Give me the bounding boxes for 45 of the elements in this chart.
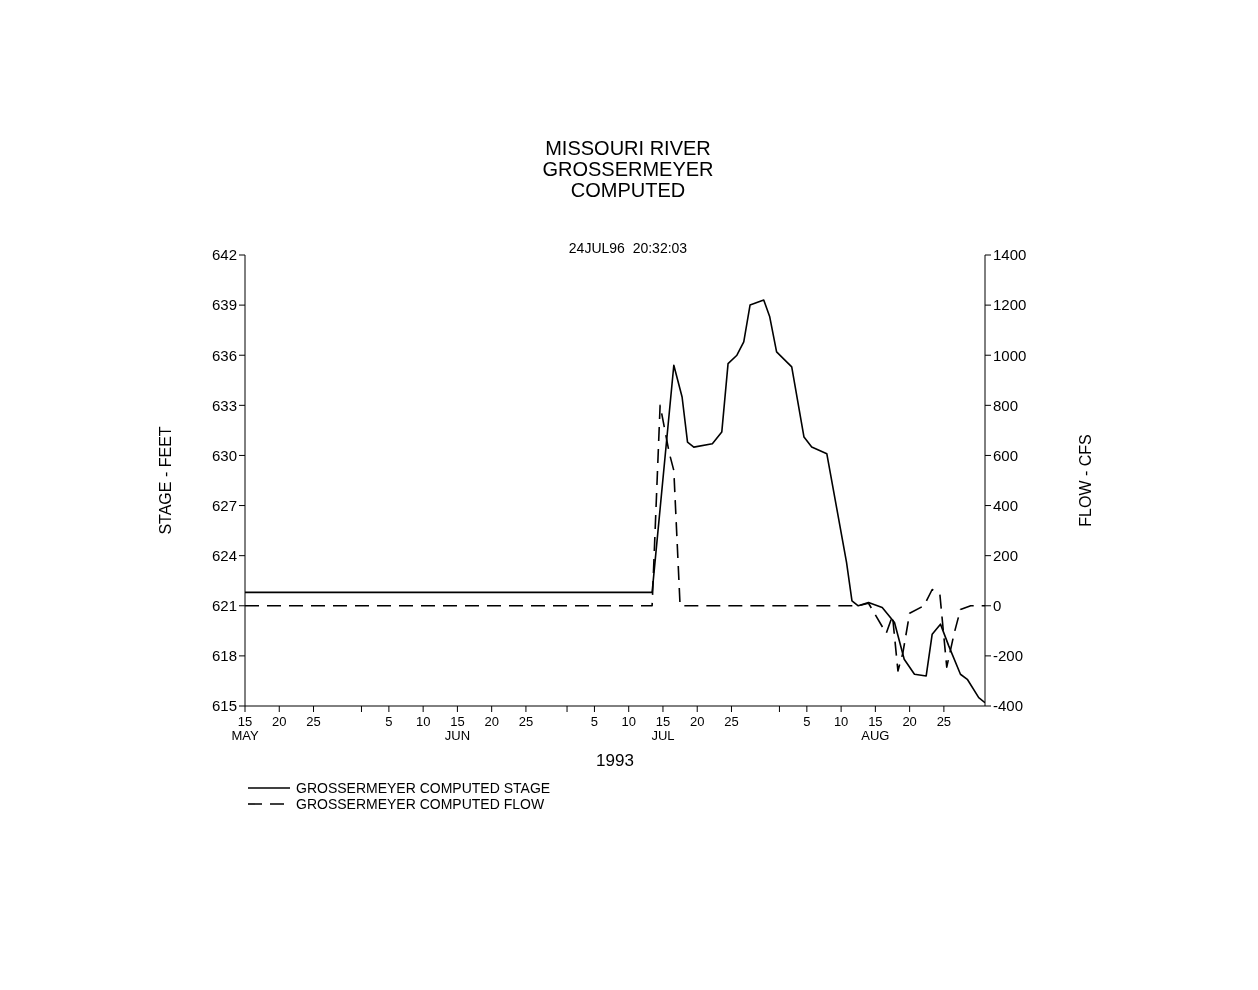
y2-tick-label: 800: [993, 396, 1019, 414]
x-tick-label: 15 JUL: [651, 714, 675, 743]
y2-tick-label: -200: [993, 647, 1024, 665]
x-tick-label: 15 JUN: [444, 714, 471, 743]
chart-subtitle: 24JUL96 20:32:03: [568, 240, 688, 256]
y-tick-label: 624: [211, 546, 237, 564]
y2-tick-label: 1400: [993, 246, 1027, 264]
y-tick-label: 627: [211, 496, 237, 514]
x-tick-label: 20: [484, 714, 499, 729]
y-tick-label: 618: [211, 647, 237, 665]
y-axis-title: STAGE - FEET: [156, 426, 174, 535]
x-tick-label: 10: [621, 714, 636, 729]
x-tick-label: 10: [833, 714, 849, 729]
x-tick-label: 20: [689, 714, 705, 729]
x-tick-label: 20: [902, 714, 917, 729]
x-tick-label: 15 MAY: [231, 714, 259, 743]
y-tick-label: 639: [211, 296, 237, 314]
y2-tick-label: 1000: [993, 346, 1027, 364]
x-tick-label: 15 AUG: [861, 714, 890, 743]
y2-tick-label: 0: [993, 597, 1002, 615]
x-tick-label: 5: [803, 714, 811, 729]
x-tick-label: 25: [518, 714, 534, 729]
y-tick-label: 615: [211, 697, 237, 715]
y2-tick-label: 400: [993, 496, 1019, 514]
legend-label: GROSSERMEYER COMPUTED FLOW: [296, 796, 545, 812]
y-tick-label: 636: [211, 346, 237, 364]
y-tick-label: 621: [211, 597, 237, 615]
x-tick-label: 25: [936, 714, 952, 729]
legend-label: GROSSERMEYER COMPUTED STAGE: [296, 780, 551, 796]
y-tick-label: 633: [211, 396, 237, 414]
y-tick-label: 642: [211, 246, 237, 264]
y2-tick-label: -400: [993, 697, 1024, 715]
y2-tick-label: 1200: [993, 296, 1027, 314]
y-tick-label: 630: [211, 446, 237, 464]
y2-tick-label: 200: [993, 546, 1019, 564]
y2-axis-title: FLOW - CFS: [1076, 434, 1094, 527]
x-tick-label: 5: [590, 714, 599, 729]
x-tick-label: 25: [724, 714, 739, 729]
y2-tick-label: 600: [993, 446, 1019, 464]
x-tick-label: 5: [385, 714, 393, 729]
x-tick-label: 20: [272, 714, 287, 729]
x-tick-label: 10: [415, 714, 431, 729]
x-tick-label: 25: [306, 714, 321, 729]
chart-title: MISSOURI RIVER GROSSERMEYER COMPUTED: [541, 137, 715, 201]
x-axis-title: 1993: [596, 751, 634, 770]
